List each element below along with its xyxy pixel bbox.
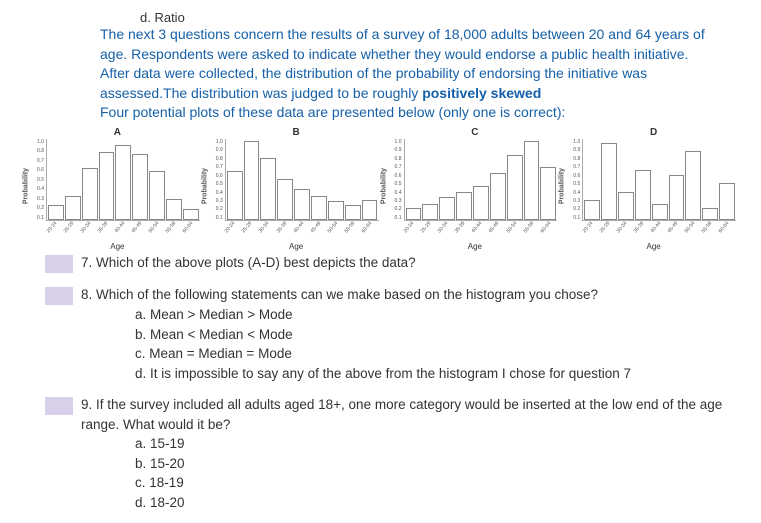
- chart-xlabel: Age: [289, 242, 303, 251]
- chart-panel-B: BProbability1.00.90.80.70.60.50.40.30.20…: [209, 131, 384, 241]
- chart-label: C: [471, 127, 478, 138]
- chart-plot: [582, 139, 736, 221]
- q8-option-a: a. Mean > Median > Mode: [135, 305, 741, 325]
- bar: [183, 209, 199, 220]
- chart-plot: [46, 139, 200, 221]
- bar: [48, 205, 64, 220]
- bar: [362, 200, 378, 220]
- question-9-text: 9. If the survey included all adults age…: [81, 395, 741, 434]
- bar: [244, 141, 260, 220]
- bar: [149, 171, 165, 220]
- q9-option-d: d. 18-20: [135, 493, 741, 513]
- bar: [115, 145, 131, 220]
- chart-label: B: [293, 127, 300, 138]
- bar: [601, 143, 617, 220]
- chart-panel-D: DProbability1.00.90.80.70.60.50.40.30.20…: [566, 131, 741, 241]
- answer-box-8[interactable]: [45, 287, 73, 305]
- bar: [439, 197, 455, 220]
- q9-option-c: c. 18-19: [135, 473, 741, 493]
- bar: [65, 196, 81, 220]
- bar: [345, 205, 361, 220]
- chart-plot: [404, 139, 558, 221]
- chart-ylabel: Probability: [380, 168, 387, 204]
- question-7-text: 7. Which of the above plots (A-D) best d…: [81, 253, 741, 273]
- option-d-ratio: d. Ratio: [140, 10, 741, 25]
- bar: [82, 168, 98, 220]
- chart-xticks: 20-2425-2930-3435-3940-4445-4950-5455-59…: [404, 223, 558, 237]
- chart-yticks: 1.00.90.80.70.60.50.40.30.20.1: [213, 139, 223, 221]
- chart-panel-A: AProbability1.00.80.70.60.50.40.30.20.12…: [30, 131, 205, 241]
- chart-xticks: 20-2425-2930-3435-3940-4445-4950-5455-59…: [582, 223, 736, 237]
- bar: [166, 199, 182, 220]
- q8-option-b: b. Mean < Median < Mode: [135, 325, 741, 345]
- bar: [132, 154, 148, 220]
- bar: [406, 208, 422, 220]
- chart-xticks: 20-2425-2930-3435-3940-4445-4950-5455-59…: [225, 223, 379, 237]
- chart-xlabel: Age: [468, 242, 482, 251]
- q8-option-c: c. Mean = Median = Mode: [135, 344, 741, 364]
- q9-option-b: b. 15-20: [135, 454, 741, 474]
- intro-skew: positively skewed: [422, 85, 541, 101]
- bar: [227, 171, 243, 220]
- bar: [456, 192, 472, 220]
- question-8-text: 8. Which of the following statements can…: [81, 285, 741, 305]
- chart-ylabel: Probability: [559, 168, 566, 204]
- bar: [540, 167, 556, 220]
- bar: [311, 196, 327, 220]
- charts-row: AProbability1.00.80.70.60.50.40.30.20.12…: [30, 131, 741, 241]
- bar: [473, 186, 489, 220]
- chart-label: D: [650, 127, 657, 138]
- intro-paragraph: The next 3 questions concern the results…: [100, 25, 711, 123]
- bar: [422, 204, 438, 220]
- q9-option-a: a. 15-19: [135, 434, 741, 454]
- chart-ylabel: Probability: [201, 168, 208, 204]
- question-7-row: 7. Which of the above plots (A-D) best d…: [20, 253, 741, 273]
- answer-box-7[interactable]: [45, 255, 73, 273]
- chart-yticks: 1.00.90.80.70.60.50.40.30.20.1: [570, 139, 580, 221]
- chart-ylabel: Probability: [23, 168, 30, 204]
- bar: [524, 141, 540, 220]
- bar: [328, 201, 344, 220]
- chart-plot: [225, 139, 379, 221]
- question-8-row: 8. Which of the following statements can…: [20, 285, 741, 305]
- bar: [507, 155, 523, 220]
- intro-text-1: The next 3 questions concern the results…: [100, 26, 705, 101]
- bar: [685, 151, 701, 220]
- chart-xticks: 20-2425-2930-3435-3940-4445-4950-5455-59…: [46, 223, 200, 237]
- bar: [99, 152, 115, 220]
- bar: [719, 183, 735, 220]
- bar: [618, 192, 634, 220]
- bar: [277, 179, 293, 220]
- bar: [584, 200, 600, 220]
- bar: [669, 175, 685, 220]
- bar: [635, 170, 651, 220]
- chart-xlabel: Age: [110, 242, 124, 251]
- chart-panel-C: CProbability1.00.90.80.70.60.50.40.30.20…: [388, 131, 563, 241]
- bar: [260, 158, 276, 220]
- answer-box-9[interactable]: [45, 397, 73, 415]
- question-9-row: 9. If the survey included all adults age…: [20, 395, 741, 434]
- bar: [294, 189, 310, 220]
- q8-option-d: d. It is impossible to say any of the ab…: [135, 364, 741, 384]
- chart-yticks: 1.00.90.80.70.60.50.40.30.20.1: [392, 139, 402, 221]
- chart-xlabel: Age: [647, 242, 661, 251]
- chart-label: A: [114, 127, 121, 138]
- chart-yticks: 1.00.80.70.60.50.40.30.20.1: [34, 139, 44, 221]
- bar: [702, 208, 718, 220]
- bar: [490, 173, 506, 220]
- bar: [652, 204, 668, 220]
- intro-text-2: Four potential plots of these data are p…: [100, 104, 565, 120]
